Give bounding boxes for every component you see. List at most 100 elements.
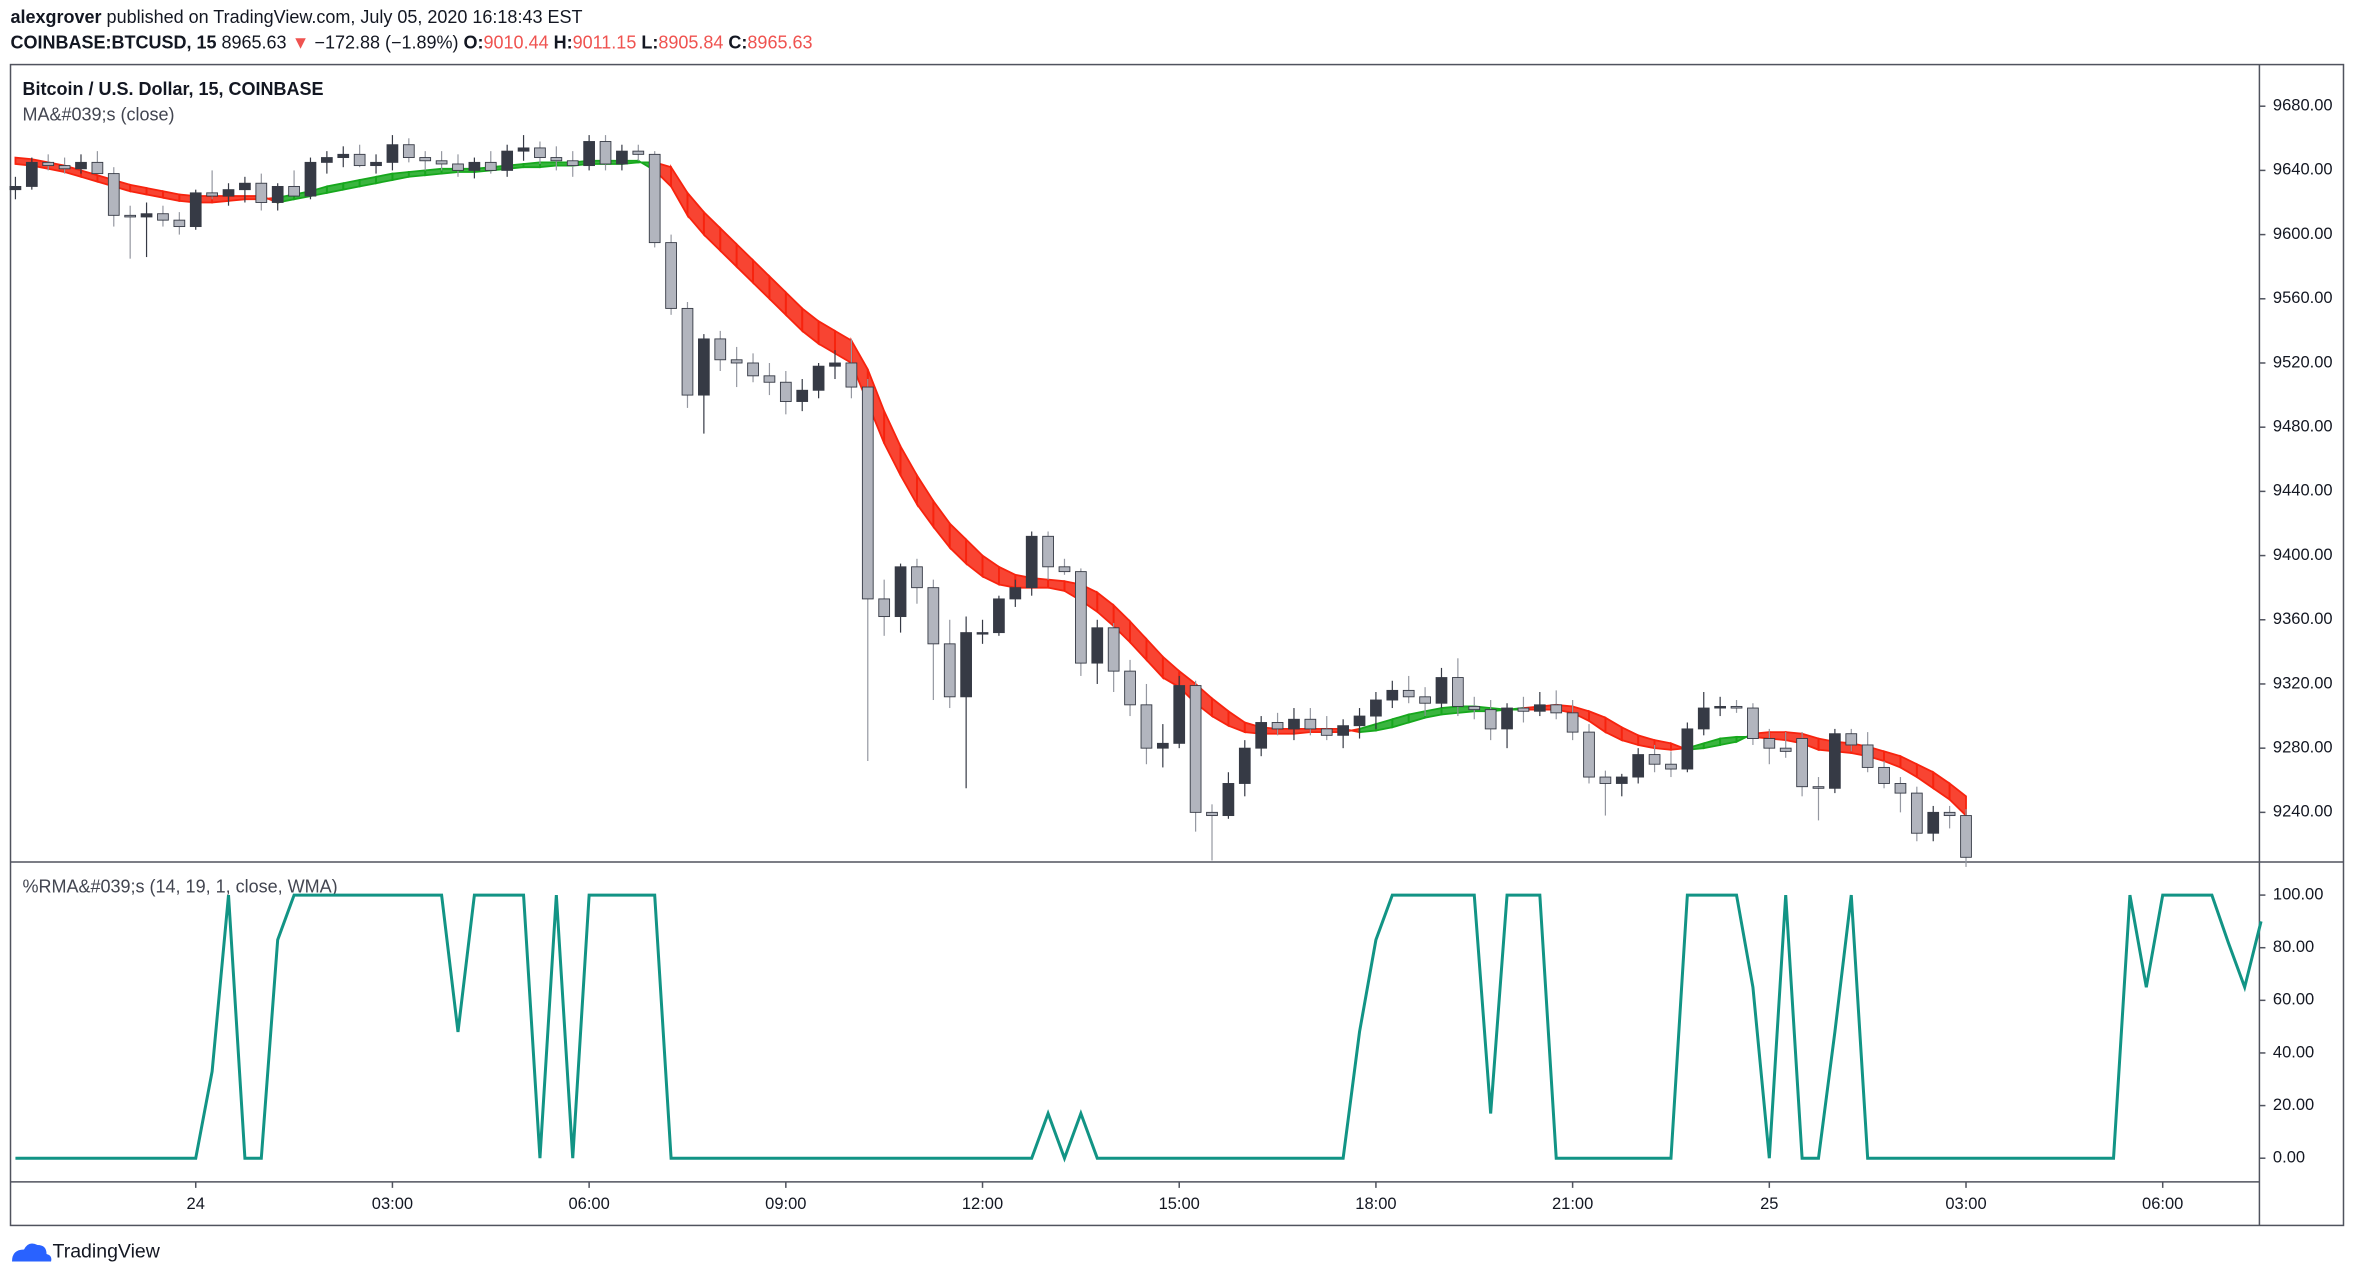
y-tick-label: 9520.00 — [2273, 353, 2333, 371]
ma-ribbon — [1424, 706, 1443, 719]
candle-body — [1337, 725, 1349, 736]
ma-ribbon — [162, 190, 181, 202]
ma-ribbon — [539, 161, 558, 169]
candle-body — [304, 161, 317, 197]
candle-body — [1648, 754, 1661, 765]
ma-ribbon — [784, 290, 804, 334]
candle-body — [271, 185, 284, 203]
candle-body — [616, 150, 628, 165]
ma-ribbon — [932, 498, 951, 551]
h: 9011.15 — [573, 32, 637, 52]
candle-body — [665, 242, 677, 309]
candle-body — [1861, 744, 1874, 768]
candle-body — [435, 160, 448, 165]
candle-body — [943, 643, 956, 698]
candle-body — [993, 598, 1005, 634]
candle-body — [1615, 776, 1628, 784]
y-tick-label: 9600.00 — [2273, 225, 2333, 243]
ma-ribbon — [129, 183, 148, 196]
candle-body — [632, 150, 645, 155]
y-tick-label: 60.00 — [2273, 991, 2314, 1009]
candle-body — [107, 173, 120, 216]
candle-body — [714, 338, 727, 361]
ma-ribbon — [768, 274, 787, 317]
candle-body — [845, 362, 858, 388]
candle-body — [1222, 783, 1235, 817]
ma-ribbon — [1276, 728, 1295, 735]
candle-body — [1812, 786, 1825, 789]
candle-body — [878, 598, 891, 618]
ma-ribbon — [325, 182, 345, 194]
candle-body — [1058, 566, 1071, 573]
ma-ribbon — [1899, 754, 1918, 779]
y-tick-label: 20.00 — [2273, 1096, 2314, 1114]
ma-ribbon — [1145, 636, 1164, 680]
candle-body — [157, 213, 169, 221]
y-tick-label: 9680.00 — [2273, 97, 2333, 115]
candle-body — [353, 153, 366, 167]
c: 8965.63 — [747, 32, 812, 52]
ma-ribbon — [1161, 654, 1181, 689]
header-line: alexgrover published on TradingView.com,… — [11, 7, 583, 27]
candle-body — [1583, 731, 1595, 778]
candle-body — [1402, 689, 1415, 698]
candle-body — [779, 381, 792, 402]
candle-body — [42, 161, 55, 167]
candle-body — [25, 161, 38, 187]
candle-body — [960, 632, 972, 698]
x-tick-label: 18:00 — [1355, 1195, 1396, 1213]
candle-body — [9, 185, 22, 191]
author: alexgrover — [11, 7, 102, 27]
ma-ribbon — [1375, 718, 1394, 732]
ma-ribbon — [883, 410, 902, 476]
candle-body — [1927, 811, 1940, 834]
y-tick-label: 9440.00 — [2273, 482, 2333, 500]
indicator-title: %RMA&#039;s (14, 19, 1, close, WMA) — [23, 876, 338, 896]
ma-ribbon — [981, 553, 1000, 586]
candle-body — [894, 566, 907, 618]
candle-body — [927, 587, 940, 645]
candle-body — [976, 632, 989, 635]
ma-ribbon — [702, 209, 722, 253]
candle-body — [501, 150, 514, 171]
logo — [12, 1243, 52, 1262]
ma-ribbon — [817, 319, 836, 355]
candle-body — [468, 161, 481, 171]
y-tick-label: 0.00 — [2273, 1149, 2305, 1167]
ma-ribbon — [735, 242, 754, 285]
x-tick-label: 03:00 — [1945, 1195, 1986, 1213]
candle-body — [140, 213, 153, 218]
candle-body — [1796, 738, 1808, 788]
candle-body — [1189, 685, 1202, 813]
symbol: COINBASE:BTCUSD, 15 — [11, 32, 217, 52]
candle-body — [1025, 535, 1038, 589]
candle-body — [1435, 677, 1448, 704]
y-tick-label: 100.00 — [2273, 885, 2323, 903]
candle-body — [239, 182, 251, 191]
pane-title: Bitcoin / U.S. Dollar, 15, COINBASE — [23, 79, 324, 99]
y-tick-label: 9640.00 — [2273, 161, 2333, 179]
candle-body — [1353, 715, 1366, 727]
candle-body — [402, 144, 415, 159]
candle-body — [206, 192, 218, 197]
candle-body — [698, 338, 710, 396]
y-tick-label: 9480.00 — [2273, 418, 2333, 436]
x-tick-label: 03:00 — [372, 1195, 413, 1213]
candle-body — [1452, 677, 1464, 707]
candle-body — [1468, 705, 1481, 711]
candle-body — [1665, 763, 1677, 770]
y-tick-label: 9560.00 — [2273, 289, 2333, 307]
candle-body — [583, 141, 595, 167]
ma-ribbon — [1604, 716, 1623, 742]
candle-body — [1255, 722, 1268, 749]
y-tick-label: 9280.00 — [2273, 739, 2333, 757]
candle-body — [730, 359, 743, 364]
ma-ribbon — [1211, 696, 1230, 728]
candle-body — [599, 141, 612, 165]
y-tick-label: 9360.00 — [2273, 610, 2333, 628]
candle-body — [1386, 689, 1399, 701]
ma-ribbon — [1948, 781, 1967, 818]
ma-ribbon — [998, 565, 1017, 589]
candle-body — [1370, 699, 1382, 717]
